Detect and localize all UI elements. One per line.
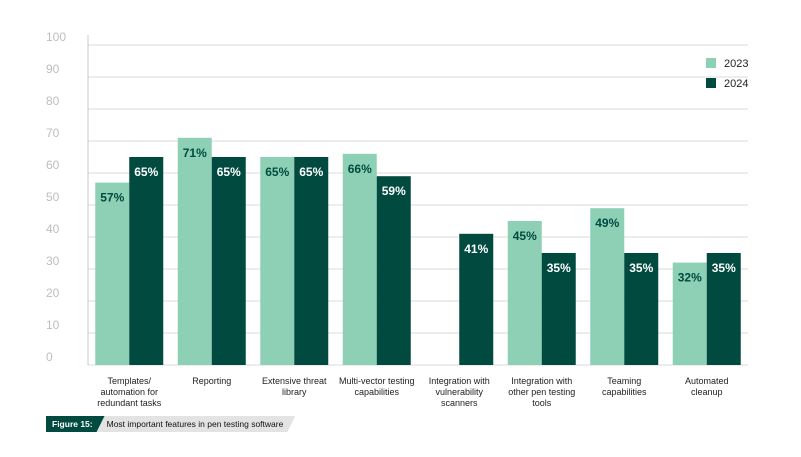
legend-label-2024: 2024 (724, 78, 748, 90)
category-label: Teaming capabilities (602, 376, 647, 397)
bar-2024-5 (541, 253, 576, 365)
category-label: Multi-vector testing capabilities (339, 376, 415, 397)
bar-2024-3 (376, 176, 411, 365)
bar-2023-2 (260, 157, 295, 365)
y-tick-label: 20 (46, 286, 60, 300)
bar-2023-6 (590, 208, 625, 365)
data-label-2023-1: 71% (183, 146, 207, 160)
bar-2024-0 (129, 157, 164, 365)
bar-2023-7 (672, 262, 707, 365)
bar-2024-4 (459, 233, 494, 365)
bar-2024-6 (624, 253, 659, 365)
y-tick-label: 90 (46, 62, 60, 76)
bar-2023-3 (342, 153, 377, 365)
bars (95, 137, 741, 365)
bar-chart: 0 10 20 30 40 50 60 70 80 90 100 57% 65% 71% 65% 65% 65… (46, 30, 748, 408)
bar-2023-0 (95, 182, 130, 365)
category-label: Integration with other pen testing tools (508, 376, 575, 408)
figure-title: Most important features in pen testing s… (97, 416, 296, 432)
legend-swatch-2023 (706, 58, 716, 68)
bar-2023-5 (507, 221, 542, 365)
category-label: Extensive threat library (262, 376, 327, 397)
figure-number: Figure 15: (46, 416, 105, 432)
y-axis: 0 10 20 30 40 50 60 70 80 90 100 (46, 30, 89, 365)
legend: 2023 2024 (706, 58, 748, 90)
y-tick-label: 80 (46, 94, 60, 108)
category-label: Reporting (192, 376, 231, 386)
figure-caption: Figure 15: Most important features in pe… (46, 416, 295, 432)
data-label-2024-6: 35% (629, 261, 653, 275)
bar-2023-1 (177, 137, 212, 365)
data-label-2023-5: 45% (513, 229, 537, 243)
data-label-2024-4: 41% (464, 242, 488, 256)
legend-label-2023: 2023 (724, 58, 748, 70)
bar-2024-2 (294, 157, 329, 365)
category-label: Integration with vulnerability scanners (429, 376, 490, 408)
y-tick-label: 50 (46, 190, 60, 204)
x-axis: Templates/automation for redundant tasks R… (97, 376, 728, 408)
value-labels: 57% 65% 71% 65% 65% 65% 66% 59% 41% 45% 35% 49% 35% 3… (100, 146, 736, 285)
data-label-2024-5: 35% (547, 261, 571, 275)
y-tick-label: 10 (46, 318, 60, 332)
legend-swatch-2024 (706, 78, 716, 88)
category-label: Automated cleanup (685, 376, 729, 397)
y-tick-label: 30 (46, 254, 60, 268)
y-tick-label: 70 (46, 126, 60, 140)
data-label-2024-1: 65% (217, 165, 241, 179)
data-label-2024-3: 59% (382, 184, 406, 198)
category-label: Templates/automation for redundant tasks (97, 376, 162, 408)
data-label-2024-7: 35% (712, 261, 736, 275)
bar-2024-1 (211, 157, 246, 365)
data-label-2024-0: 65% (134, 165, 158, 179)
y-tick-label: 60 (46, 158, 60, 172)
data-label-2023-3: 66% (348, 162, 372, 176)
data-label-2023-6: 49% (595, 216, 619, 230)
y-tick-label: 40 (46, 222, 60, 236)
data-label-2023-7: 32% (678, 271, 702, 285)
data-label-2023-2: 65% (265, 165, 289, 179)
y-tick-label: 0 (46, 350, 53, 364)
data-label-2024-2: 65% (299, 165, 323, 179)
data-label-2023-0: 57% (100, 191, 124, 205)
bar-2024-7 (706, 253, 741, 365)
y-tick-label: 100 (46, 30, 66, 44)
